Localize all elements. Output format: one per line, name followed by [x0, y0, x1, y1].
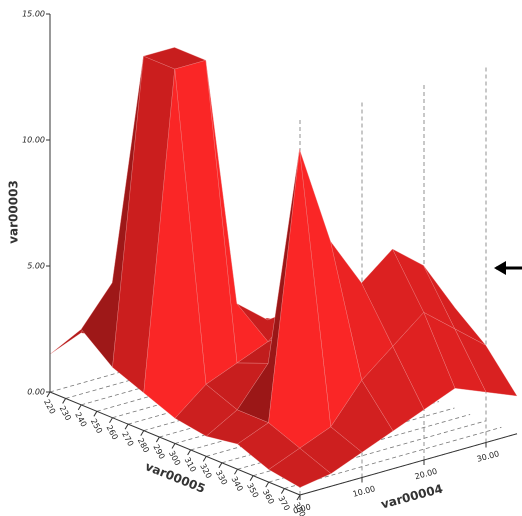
tick-mark — [265, 481, 270, 488]
x-tick-label: 230 — [58, 404, 73, 422]
x-tick-label: 290 — [151, 443, 166, 461]
x-tick-label: 220 — [42, 398, 57, 416]
tick-mark — [202, 456, 207, 462]
y-axis-line — [299, 433, 518, 496]
y-axis-title: var00004 — [379, 482, 444, 512]
x-tick-label: 350 — [245, 482, 260, 500]
z-tick-label: 15.00 — [22, 10, 45, 19]
x-tick-label: 260 — [105, 424, 120, 442]
x-tick-label: 300 — [167, 449, 182, 467]
y-tick-label: 30.00 — [476, 449, 500, 464]
y-tick-label: 20.00 — [414, 467, 438, 482]
tick-mark — [171, 443, 176, 449]
x-tick-label: 320 — [198, 462, 213, 480]
x-tick-label: 280 — [136, 437, 151, 455]
tick-mark — [218, 462, 223, 469]
z-tick-label: 0.00 — [27, 388, 45, 397]
x-tick-label: 370 — [276, 494, 291, 512]
arrow-indicator — [494, 261, 522, 275]
surface-patch — [268, 447, 332, 488]
x-tick-label: 270 — [120, 430, 135, 448]
y-tick-label: 0.00 — [292, 502, 312, 515]
z-tick-label: 5.00 — [27, 262, 45, 271]
x-tick-label: 340 — [230, 475, 245, 493]
tick-mark — [124, 423, 129, 430]
tick-mark — [187, 449, 192, 456]
x-tick-label: 250 — [89, 417, 104, 435]
x-tick-label: 310 — [183, 456, 198, 474]
z-axis-title: var00003 — [7, 180, 21, 244]
z-tick-label: 10.00 — [22, 136, 45, 145]
tick-mark — [280, 488, 285, 494]
axes-layer: 220 230 240 250 260 270 280 290 300 310 320 330 340 3… — [22, 10, 518, 516]
tick-mark — [77, 404, 82, 411]
x-tick-label: 240 — [73, 411, 88, 429]
tick-mark — [93, 411, 98, 417]
x-tick-label: 330 — [214, 469, 229, 487]
tick-mark — [46, 391, 51, 398]
surface-layer — [49, 47, 518, 488]
tick-mark — [140, 430, 145, 436]
x-tick-label: 360 — [261, 488, 276, 506]
x-axis-line — [49, 391, 301, 496]
y-tick-label: 10.00 — [352, 484, 376, 499]
tick-mark — [155, 436, 160, 443]
tick-mark — [234, 468, 238, 475]
tick-mark — [249, 475, 254, 481]
tick-mark — [62, 398, 67, 404]
tick-mark — [109, 417, 113, 424]
